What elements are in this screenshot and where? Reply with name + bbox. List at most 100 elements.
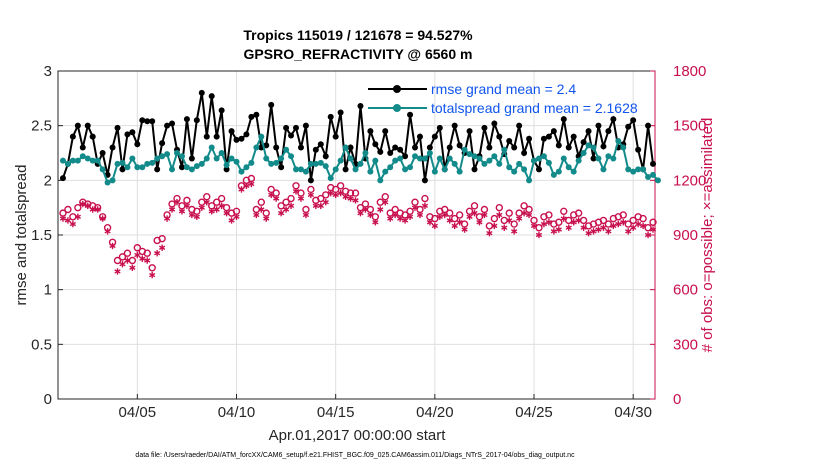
- rmse-point: [114, 124, 121, 131]
- totalspread-point: [506, 164, 513, 171]
- totalspread-point: [565, 164, 572, 171]
- totalspread-point: [327, 175, 334, 182]
- obs-assimilated-stroke: [411, 205, 419, 210]
- obs-assimilated-point: [496, 211, 503, 219]
- obs-assimilated-point: [109, 242, 116, 250]
- rmse-point: [431, 133, 438, 140]
- obs-possible-point: [366, 205, 375, 214]
- obs-possible-point: [490, 214, 499, 223]
- totalspread-point: [466, 151, 473, 158]
- rmse-point: [233, 136, 240, 143]
- obs-assimilated-point: [367, 211, 374, 219]
- obs-assimilated-point: [416, 211, 424, 219]
- totalspread-point: [580, 150, 587, 156]
- totalspread-point: [258, 133, 265, 140]
- rmse-point: [159, 140, 166, 147]
- rmse-point: [402, 153, 409, 160]
- obs-assimilated-point: [516, 215, 523, 222]
- rmse-point: [69, 133, 76, 140]
- obs-assimilated-stroke: [188, 212, 196, 218]
- obs-possible-point: [574, 209, 583, 217]
- obs-assimilated-point: [124, 257, 131, 264]
- obs-assimilated-stroke: [580, 225, 587, 230]
- obs-assimilated-stroke: [466, 214, 473, 219]
- footer-data-file: data file: /Users/raeder/DAI/ATM_forcXX/…: [135, 452, 575, 459]
- totalspread-point: [377, 177, 384, 184]
- obs-assimilated-stroke: [362, 207, 369, 212]
- obs-assimilated-point: [104, 228, 111, 235]
- rmse-point: [610, 116, 617, 123]
- obs-assimilated-point: [530, 222, 538, 230]
- obs-assimilated-point: [461, 226, 468, 233]
- obs-assimilated-point: [441, 211, 448, 219]
- obs-possible-point: [203, 193, 211, 201]
- obs-assimilated-point: [287, 202, 295, 210]
- rmse-point: [144, 118, 151, 125]
- obs-assimilated-stroke: [139, 256, 146, 261]
- obs-assimilated-stroke: [610, 223, 617, 229]
- obs-assimilated-stroke: [585, 230, 592, 236]
- rmse-point: [426, 144, 433, 151]
- rmse-point: [198, 89, 205, 96]
- obs-assimilated-stroke: [99, 216, 106, 221]
- obs-assimilated-stroke: [570, 220, 577, 225]
- rmse-point: [178, 164, 185, 171]
- obs-assimilated-point: [625, 228, 632, 235]
- rmse-point: [516, 122, 523, 129]
- obs-assimilated-point: [69, 220, 77, 228]
- obs-assimilated-point: [357, 209, 364, 217]
- obs-possible-point: [495, 203, 504, 212]
- obs-assimilated-point: [481, 211, 488, 219]
- obs-assimilated-point: [525, 211, 533, 219]
- rmse-point: [312, 146, 319, 153]
- obs-assimilated-stroke: [605, 229, 612, 234]
- obs-assimilated-stroke: [550, 229, 557, 234]
- totalspread-point: [119, 159, 126, 166]
- rmse-point: [545, 133, 552, 140]
- obs-possible-point: [510, 220, 518, 228]
- totalspread-point: [575, 157, 582, 164]
- rmse-point: [456, 142, 463, 149]
- obs-assimilated-stroke: [506, 218, 513, 223]
- obs-assimilated-stroke: [511, 229, 518, 234]
- obs-assimilated-stroke: [327, 190, 334, 196]
- totalspread-point: [382, 168, 389, 175]
- obs-assimilated-point: [491, 222, 498, 230]
- obs-assimilated-stroke: [516, 216, 523, 221]
- obs-assimilated-point: [560, 215, 567, 222]
- obs-assimilated-point: [317, 202, 324, 210]
- obs-assimilated-stroke: [84, 203, 91, 209]
- obs-assimilated-point: [173, 199, 181, 206]
- obs-possible-point: [560, 207, 568, 216]
- obs-assimilated-point: [486, 229, 493, 237]
- totalspread-point: [248, 159, 255, 166]
- obs-assimilated-stroke: [233, 214, 240, 219]
- obs-possible-point: [555, 218, 563, 226]
- rmse-point: [149, 118, 156, 125]
- rmse-point: [521, 150, 528, 156]
- rmse-point: [322, 153, 329, 160]
- rmse-point: [471, 166, 478, 173]
- obs-assimilated-point: [158, 244, 166, 251]
- obs-possible-point: [455, 211, 464, 219]
- totalspread-point: [496, 160, 503, 167]
- y-right-tick-label: 0: [673, 391, 681, 408]
- totalspread-point: [471, 153, 478, 160]
- obs-assimilated-point: [615, 220, 622, 228]
- totalspread-point: [159, 153, 166, 160]
- obs-assimilated-point: [436, 213, 443, 220]
- totalspread-point: [84, 155, 91, 162]
- totalspread-point: [288, 153, 295, 160]
- totalspread-point: [79, 153, 86, 160]
- obs-assimilated-point: [630, 224, 637, 231]
- obs-assimilated-point: [312, 202, 319, 210]
- obs-possible-point: [302, 205, 310, 214]
- obs-possible-point: [480, 205, 489, 214]
- obs-possible-point: [69, 213, 77, 221]
- obs-assimilated-stroke: [639, 223, 647, 229]
- obs-assimilated-point: [411, 204, 419, 211]
- obs-assimilated-stroke: [198, 205, 205, 210]
- obs-assimilated-point: [302, 211, 310, 219]
- rmse-point: [223, 166, 230, 173]
- obs-assimilated-point: [392, 211, 399, 219]
